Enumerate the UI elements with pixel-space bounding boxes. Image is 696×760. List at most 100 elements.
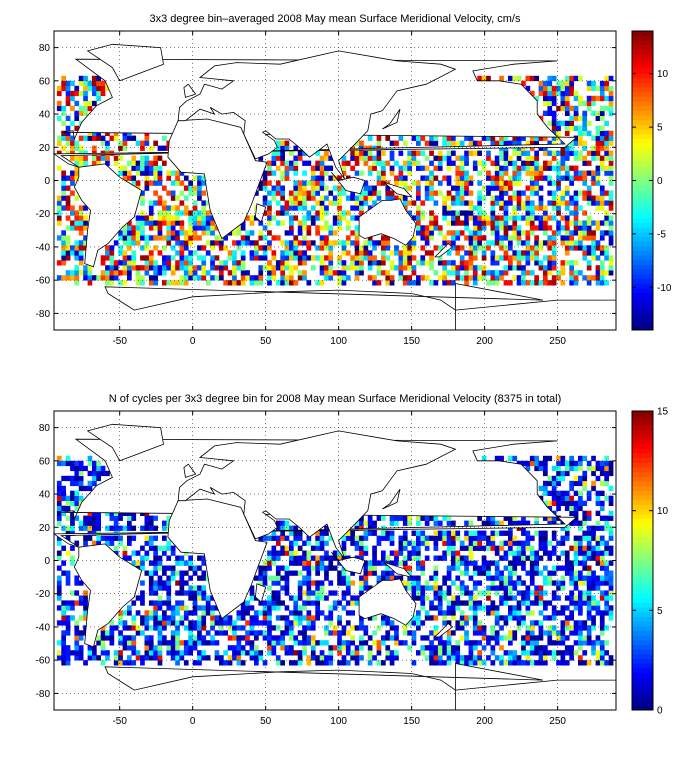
data-cell	[122, 225, 128, 231]
data-cell	[407, 280, 412, 286]
data-cell	[459, 545, 465, 551]
data-cell	[608, 175, 614, 181]
data-cell	[604, 120, 609, 126]
data-cell	[569, 615, 574, 621]
data-cell	[442, 235, 447, 241]
data-cell	[319, 185, 325, 191]
data-cell	[192, 175, 198, 181]
data-cell	[96, 465, 101, 472]
data-cell	[153, 175, 158, 181]
data-cell	[65, 455, 71, 462]
data-cell	[604, 520, 609, 526]
data-cell	[280, 530, 285, 536]
data-cell	[560, 90, 566, 97]
data-cell	[481, 270, 487, 276]
data-cell	[477, 210, 482, 216]
data-cell	[599, 230, 605, 236]
data-cell	[183, 590, 189, 596]
data-cell	[385, 135, 391, 141]
data-cell	[551, 125, 557, 131]
data-cell	[411, 160, 417, 166]
data-cell	[560, 580, 566, 586]
data-cell	[140, 140, 145, 146]
data-cell	[433, 580, 439, 586]
colorbar-segment	[632, 236, 653, 242]
data-cell	[573, 600, 579, 606]
data-cell	[201, 220, 207, 226]
data-cell	[367, 515, 373, 521]
data-cell	[166, 515, 172, 521]
data-cell	[376, 195, 382, 201]
data-cell	[381, 635, 386, 641]
data-cell	[551, 480, 557, 487]
data-cell	[411, 640, 417, 646]
data-cell	[262, 565, 268, 571]
data-cell	[486, 515, 491, 521]
data-cell	[105, 655, 110, 661]
data-cell	[595, 585, 601, 591]
data-cell	[560, 625, 566, 631]
data-cell	[284, 260, 290, 266]
data-cell	[127, 625, 132, 631]
data-cell	[197, 245, 202, 251]
data-cell	[140, 275, 145, 281]
data-cell	[604, 200, 609, 206]
data-cell	[310, 640, 316, 646]
data-cell	[573, 580, 579, 586]
data-cell	[472, 560, 478, 566]
data-cell	[271, 150, 277, 156]
data-cell	[83, 590, 88, 596]
data-cell	[92, 130, 97, 136]
data-cell	[385, 635, 391, 641]
data-cell	[591, 570, 596, 576]
data-cell	[472, 265, 478, 271]
data-cell	[599, 115, 605, 121]
data-cell	[389, 190, 395, 196]
data-cell	[61, 85, 66, 92]
data-cell	[433, 175, 439, 181]
data-cell	[319, 240, 325, 246]
data-cell	[402, 255, 408, 261]
data-cell	[407, 200, 412, 206]
data-cell	[258, 230, 264, 236]
colorbar-segment	[632, 241, 653, 247]
colorbar-segment	[632, 110, 653, 116]
data-cell	[534, 550, 539, 556]
data-cell	[122, 230, 128, 236]
data-cell	[70, 520, 75, 526]
data-cell	[240, 280, 246, 286]
data-cell	[516, 225, 522, 231]
data-cell	[140, 620, 145, 626]
data-cell	[455, 530, 461, 536]
data-cell	[105, 535, 110, 541]
data-cell	[604, 650, 609, 656]
data-cell	[354, 525, 360, 531]
data-cell	[275, 140, 281, 146]
data-cell	[525, 195, 531, 201]
data-cell	[569, 180, 574, 186]
data-cell	[148, 215, 154, 221]
data-cell	[83, 225, 88, 231]
data-cell	[144, 640, 150, 646]
data-cell	[468, 540, 474, 546]
data-cell	[293, 200, 299, 206]
colorbar-segment	[632, 264, 653, 270]
data-cell	[319, 225, 325, 231]
data-cell	[564, 200, 570, 206]
data-cell	[118, 535, 123, 541]
data-cell	[464, 150, 469, 156]
data-cell	[92, 650, 97, 656]
data-cell	[122, 545, 128, 551]
data-cell	[92, 160, 97, 166]
data-cell	[503, 170, 509, 176]
data-cell	[586, 190, 592, 196]
data-cell	[162, 615, 167, 621]
data-cell	[56, 640, 62, 646]
data-cell	[420, 590, 426, 596]
data-cell	[560, 80, 566, 87]
data-cell	[525, 625, 531, 631]
data-cell	[433, 515, 439, 521]
data-cell	[61, 240, 66, 246]
data-cell	[372, 165, 377, 171]
data-cell	[595, 155, 601, 161]
